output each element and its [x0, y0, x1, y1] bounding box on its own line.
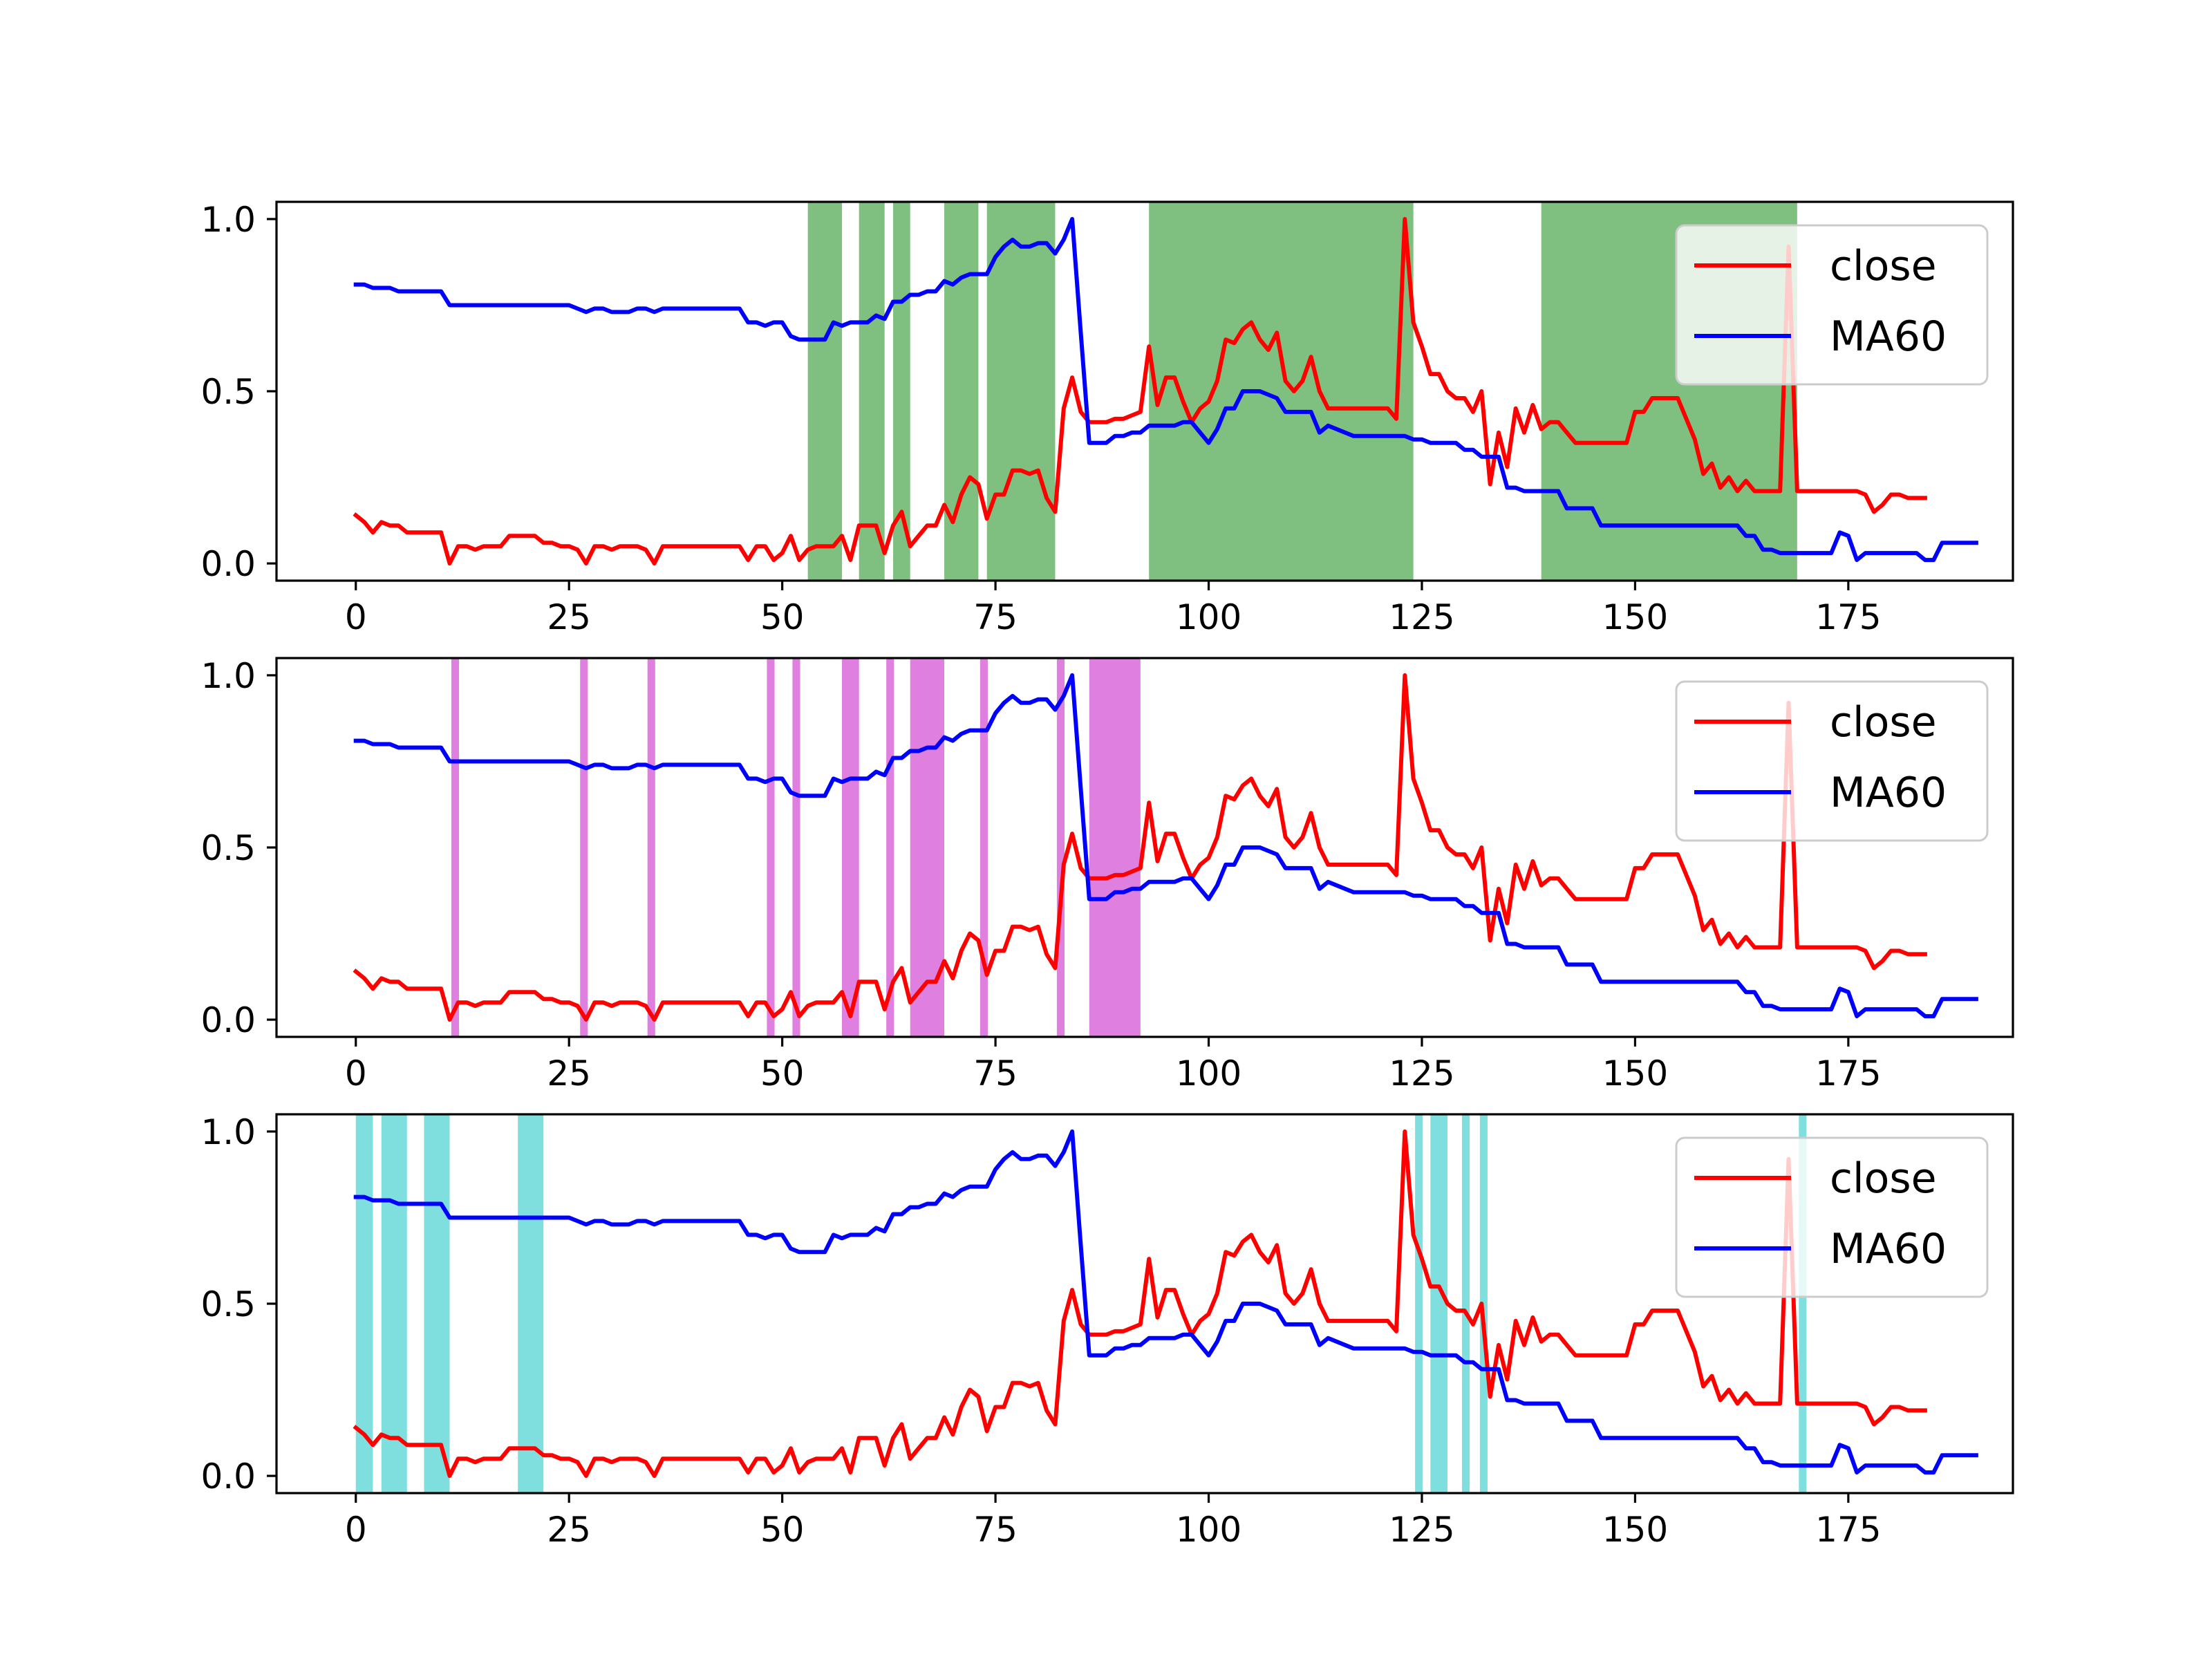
- highlight-span: [580, 658, 588, 1037]
- highlight-span: [886, 658, 894, 1037]
- x-tick-label: 175: [1815, 1053, 1881, 1094]
- y-tick-label: 0.5: [200, 828, 256, 868]
- highlight-span: [1461, 1114, 1470, 1493]
- x-tick-label: 50: [760, 1053, 805, 1094]
- series-line-ma60: [353, 673, 1978, 1019]
- highlight-span: [807, 202, 843, 581]
- x-tick-label: 125: [1389, 597, 1454, 637]
- x-tick-label: 150: [1602, 1510, 1668, 1550]
- highlight-span: [980, 658, 988, 1037]
- highlight-span: [767, 658, 775, 1037]
- highlight-span: [859, 202, 885, 581]
- x-tick-label: 50: [760, 1510, 805, 1550]
- highlight-span: [381, 1114, 407, 1493]
- series-lines: [353, 216, 1978, 566]
- legend-label-close: close: [1830, 698, 1937, 747]
- y-tick-label: 0.0: [200, 1000, 256, 1040]
- legend: close MA60: [1675, 1136, 1989, 1298]
- highlight-span: [842, 658, 859, 1037]
- x-tick-label: 0: [345, 1053, 367, 1094]
- legend-label-ma60: MA60: [1830, 1225, 1947, 1273]
- series-line-close: [353, 216, 1927, 566]
- highlight-span: [944, 202, 979, 581]
- highlight-span: [1056, 658, 1065, 1037]
- panel-1: 0 25 50 75 100 125 150 175 0.0 0.5 1.0 close MA60: [200, 200, 2014, 637]
- highlight-span: [1149, 202, 1414, 581]
- highlight-span: [792, 658, 800, 1037]
- x-tick-label: 150: [1602, 1053, 1668, 1094]
- y-tick-label: 1.0: [200, 200, 256, 240]
- y-tick-label: 0.5: [200, 1284, 256, 1324]
- highlight-span: [518, 1114, 544, 1493]
- highlight-span: [1479, 1114, 1488, 1493]
- highlight-span: [1799, 1114, 1807, 1493]
- legend-label-ma60: MA60: [1830, 769, 1947, 817]
- x-tick-label: 0: [345, 597, 367, 637]
- x-tick-label: 100: [1176, 597, 1241, 637]
- panel-3: 0 25 50 75 100 125 150 175 0.0 0.5 1.0 close MA60: [200, 1112, 2014, 1550]
- x-tick-label: 25: [547, 1510, 591, 1550]
- y-tick-label: 1.0: [200, 1112, 256, 1152]
- x-tick-label: 125: [1389, 1510, 1454, 1550]
- legend-label-ma60: MA60: [1830, 312, 1947, 361]
- series-line-close: [353, 1129, 1927, 1479]
- x-tick-label: 125: [1389, 1053, 1454, 1094]
- highlight-span: [1430, 1114, 1447, 1493]
- y-tick-label: 1.0: [200, 656, 256, 696]
- y-tick-label: 0.0: [200, 1456, 256, 1497]
- x-tick-label: 75: [973, 597, 1018, 637]
- highlight-span: [986, 202, 1056, 581]
- highlight-spans: [355, 1114, 1807, 1493]
- legend-label-close: close: [1830, 242, 1937, 290]
- highlight-span: [424, 1114, 450, 1493]
- x-tick-label: 150: [1602, 597, 1668, 637]
- highlight-span: [1089, 658, 1141, 1037]
- x-tick-label: 100: [1176, 1053, 1241, 1094]
- highlight-span: [647, 658, 655, 1037]
- x-tick-label: 0: [345, 1510, 367, 1550]
- x-tick-label: 100: [1176, 1510, 1241, 1550]
- x-tick-label: 75: [973, 1053, 1018, 1094]
- x-tick-label: 25: [547, 1053, 591, 1094]
- series-line-ma60: [353, 1129, 1978, 1475]
- legend: close MA60: [1675, 224, 1989, 386]
- x-tick-label: 175: [1815, 1510, 1881, 1550]
- highlight-spans: [451, 658, 1141, 1037]
- x-tick-label: 50: [760, 597, 805, 637]
- series-line-close: [353, 673, 1927, 1022]
- series-line-ma60: [353, 216, 1978, 563]
- legend: close MA60: [1675, 680, 1989, 842]
- x-tick-label: 75: [973, 1510, 1018, 1550]
- highlight-span: [1415, 1114, 1423, 1493]
- series-lines: [353, 673, 1978, 1022]
- legend-label-close: close: [1830, 1154, 1937, 1203]
- x-tick-label: 175: [1815, 597, 1881, 637]
- x-tick-label: 25: [547, 597, 591, 637]
- y-tick-label: 0.5: [200, 372, 256, 412]
- series-lines: [353, 1129, 1978, 1479]
- highlight-span: [451, 658, 460, 1037]
- panel-2: 0 25 50 75 100 125 150 175 0.0 0.5 1.0 close MA60: [200, 656, 2014, 1094]
- y-tick-label: 0.0: [200, 544, 256, 584]
